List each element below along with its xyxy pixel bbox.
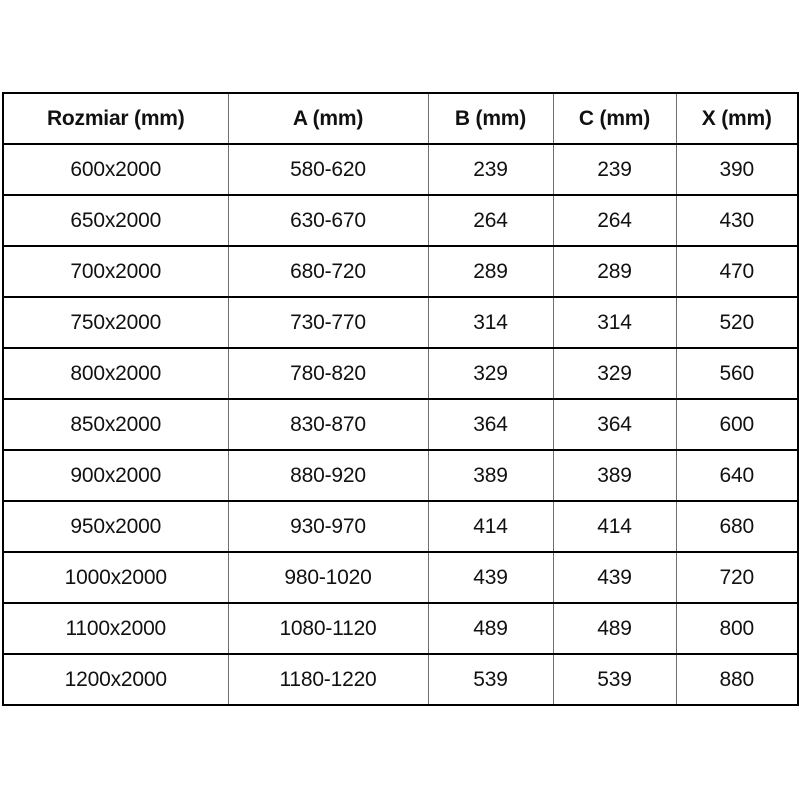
cell-b: 389 [428,450,554,502]
column-header-c: C (mm) [553,93,677,145]
table-row: 1000x2000 980-1020 439 439 720 [3,552,798,604]
dimensions-table: Rozmiar (mm) A (mm) B (mm) C (mm) X (mm)… [2,92,799,706]
cell-a: 880-920 [228,450,429,502]
cell-size: 650x2000 [3,195,229,247]
table-header-row: Rozmiar (mm) A (mm) B (mm) C (mm) X (mm) [3,93,798,145]
cell-size: 1100x2000 [3,603,229,655]
cell-x: 720 [676,552,798,604]
cell-x: 800 [676,603,798,655]
cell-c: 329 [553,348,677,400]
cell-x: 680 [676,501,798,553]
cell-c: 239 [553,144,677,196]
cell-size: 900x2000 [3,450,229,502]
table-row: 1100x2000 1080-1120 489 489 800 [3,603,798,655]
cell-size: 1200x2000 [3,654,229,705]
cell-x: 470 [676,246,798,298]
cell-a: 830-870 [228,399,429,451]
cell-b: 264 [428,195,554,247]
table-row: 650x2000 630-670 264 264 430 [3,195,798,247]
cell-size: 700x2000 [3,246,229,298]
column-header-x: X (mm) [676,93,798,145]
table-header: Rozmiar (mm) A (mm) B (mm) C (mm) X (mm) [3,93,798,145]
cell-x: 390 [676,144,798,196]
cell-size: 600x2000 [3,144,229,196]
cell-c: 314 [553,297,677,349]
cell-x: 560 [676,348,798,400]
cell-b: 239 [428,144,554,196]
cell-b: 364 [428,399,554,451]
cell-b: 539 [428,654,554,705]
cell-a: 580-620 [228,144,429,196]
table-row: 700x2000 680-720 289 289 470 [3,246,798,298]
cell-c: 539 [553,654,677,705]
cell-a: 680-720 [228,246,429,298]
cell-x: 640 [676,450,798,502]
cell-b: 414 [428,501,554,553]
column-header-size: Rozmiar (mm) [3,93,229,145]
cell-size: 1000x2000 [3,552,229,604]
cell-x: 520 [676,297,798,349]
cell-c: 414 [553,501,677,553]
cell-a: 980-1020 [228,552,429,604]
column-header-b: B (mm) [428,93,554,145]
cell-x: 880 [719,667,755,691]
table-row: 850x2000 830-870 364 364 600 [3,399,798,451]
table-row: 1200x2000 1180-1220 539 539 880 [3,654,798,705]
table-row: 600x2000 580-620 239 239 390 [3,144,798,196]
cell-a: 1180-1220 [228,654,429,705]
cell-size: 750x2000 [3,297,229,349]
cell-a: 930-970 [228,501,429,553]
cell-c: 289 [553,246,677,298]
cell-c: 264 [553,195,677,247]
cell-b: 314 [428,297,554,349]
table-row: 950x2000 930-970 414 414 680 [3,501,798,553]
cell-x: 430 [676,195,798,247]
cell-b: 329 [428,348,554,400]
cell-a: 780-820 [228,348,429,400]
cell-size: 850x2000 [3,399,229,451]
cell-b: 289 [428,246,554,298]
cell-c: 439 [553,552,677,604]
cell-b: 489 [428,603,554,655]
cell-c: 389 [553,450,677,502]
cell-a: 630-670 [228,195,429,247]
cell-a: 1080-1120 [228,603,429,655]
table-row: 800x2000 780-820 329 329 560 [3,348,798,400]
cell-c: 364 [553,399,677,451]
table-row: 750x2000 730-770 314 314 520 [3,297,798,349]
table-body: 600x2000 580-620 239 239 390 650x2000 63… [3,144,798,705]
column-header-a: A (mm) [228,93,429,145]
cell-c: 489 [553,603,677,655]
cell-size: 950x2000 [3,501,229,553]
cell-a: 730-770 [228,297,429,349]
cell-b: 439 [428,552,554,604]
cell-x: 600 [676,399,798,451]
cell-size: 800x2000 [3,348,229,400]
table-row: 900x2000 880-920 389 389 640 [3,450,798,502]
spec-table-container: Rozmiar (mm) A (mm) B (mm) C (mm) X (mm)… [2,92,799,706]
